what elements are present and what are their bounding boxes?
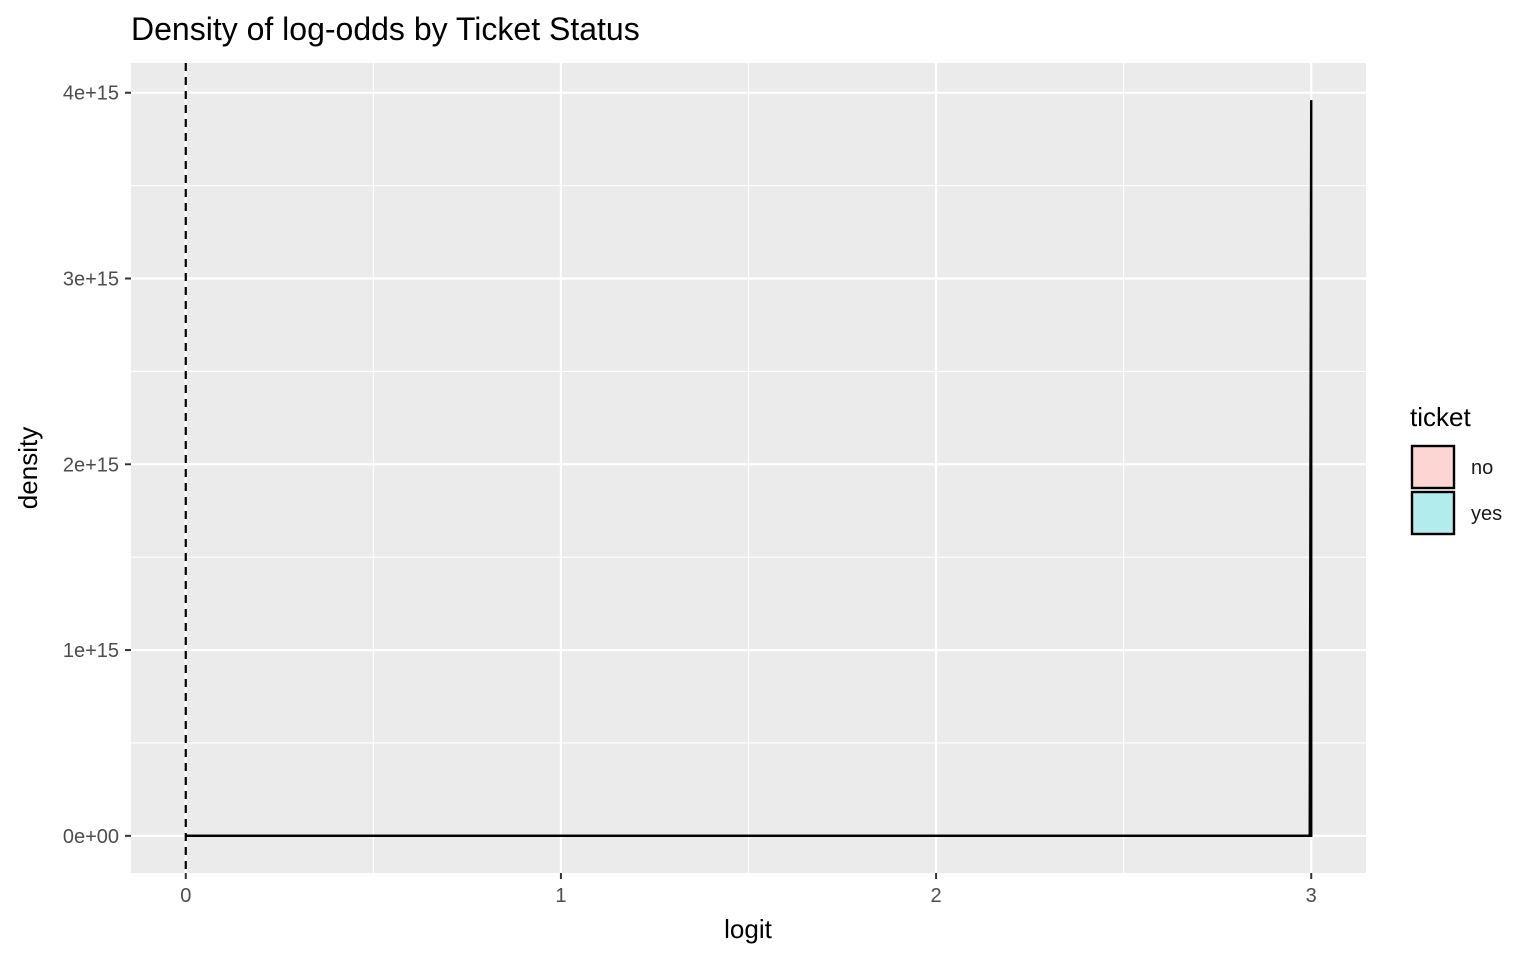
legend-key-background <box>1411 491 1454 534</box>
y-tick-label: 2e+15 <box>63 454 119 476</box>
x-axis: 0 1 2 3 <box>180 873 1317 907</box>
x-tick-label: 3 <box>1306 885 1317 907</box>
y-tick-label: 3e+15 <box>63 269 119 291</box>
x-axis-title: logit <box>724 914 772 944</box>
legend-entries: no yes <box>1410 444 1502 536</box>
x-tick-label: 1 <box>555 885 566 907</box>
legend-swatch-no <box>1410 444 1456 490</box>
density-series <box>185 100 1313 838</box>
legend-key-background <box>1411 445 1454 488</box>
y-axis-title: density <box>13 427 43 509</box>
chart-title: Density of log-odds by Ticket Status <box>131 11 640 47</box>
legend: ticket no yes <box>1410 402 1502 536</box>
y-tick-label: 4e+15 <box>63 83 119 105</box>
y-tick-label: 1e+15 <box>63 640 119 662</box>
legend-label-no: no <box>1471 457 1493 479</box>
x-tick-label: 0 <box>180 885 191 907</box>
legend-swatch-yes <box>1410 490 1456 536</box>
legend-label-yes: yes <box>1471 503 1502 525</box>
y-axis: 0e+00 1e+15 2e+15 3e+15 4e+15 <box>63 83 131 848</box>
legend-title: ticket <box>1410 402 1471 432</box>
y-tick-label: 0e+00 <box>63 826 119 848</box>
minor-gridlines <box>131 63 1366 873</box>
x-tick-label: 2 <box>931 885 942 907</box>
